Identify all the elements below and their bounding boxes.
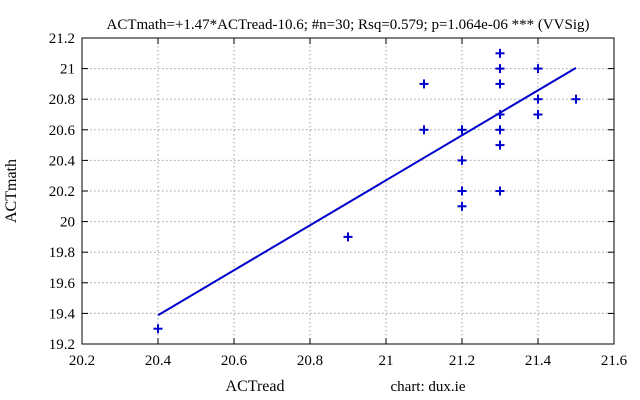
data-point xyxy=(457,186,467,196)
x-tick-label: 21.2 xyxy=(449,353,475,369)
data-point xyxy=(495,110,505,119)
data-points xyxy=(153,48,581,334)
x-tick-label: 21 xyxy=(379,353,394,369)
regression-line xyxy=(157,66,577,317)
x-tick-label: 20.4 xyxy=(145,353,172,369)
axis-ticks: 20.2 20.4 20.6 20.8 21 21.2 21.4 21.6 19.2 19.4 19… xyxy=(49,31,628,369)
x-tick-label: 20.6 xyxy=(221,353,248,369)
x-tick-label: 20.8 xyxy=(297,353,323,369)
data-point xyxy=(343,232,353,242)
data-point xyxy=(419,79,429,89)
y-tick-label: 19.8 xyxy=(49,245,75,261)
data-point xyxy=(153,324,163,334)
y-tick-label: 19.2 xyxy=(49,337,75,353)
data-point xyxy=(571,94,581,104)
data-point xyxy=(457,155,467,165)
y-tick-label: 20 xyxy=(60,215,75,231)
data-point xyxy=(419,125,429,135)
y-tick-label: 19.4 xyxy=(49,306,76,322)
data-point xyxy=(533,94,543,104)
data-point xyxy=(495,186,505,196)
data-point xyxy=(457,201,467,211)
data-point xyxy=(457,125,467,135)
y-tick-label: 20.6 xyxy=(49,123,76,139)
y-tick-label: 19.6 xyxy=(49,276,76,292)
data-point xyxy=(495,64,505,74)
data-point xyxy=(495,140,505,150)
y-tick-label: 20.8 xyxy=(49,92,75,108)
y-axis-label: ACTmath xyxy=(3,159,20,223)
x-tick-label: 20.2 xyxy=(69,353,95,369)
data-point xyxy=(495,48,505,58)
chart-credit: chart: dux.ie xyxy=(391,379,466,395)
data-point xyxy=(533,110,543,119)
fit-line xyxy=(157,66,577,317)
y-tick-label: 21.2 xyxy=(49,31,75,47)
y-tick-label: 20.4 xyxy=(49,153,76,169)
data-point xyxy=(533,64,543,74)
x-axis-label: ACTread xyxy=(226,378,285,395)
grid-lines xyxy=(82,38,614,344)
y-tick-label: 20.2 xyxy=(49,184,75,200)
y-tick-label: 21 xyxy=(60,62,75,78)
x-tick-label: 21.4 xyxy=(525,353,552,369)
chart-title: ACTmath=+1.47*ACTread-10.6; #n=30; Rsq=0… xyxy=(107,17,590,33)
x-tick-label: 21.6 xyxy=(601,353,628,369)
data-point xyxy=(495,125,505,135)
data-point xyxy=(495,79,505,89)
